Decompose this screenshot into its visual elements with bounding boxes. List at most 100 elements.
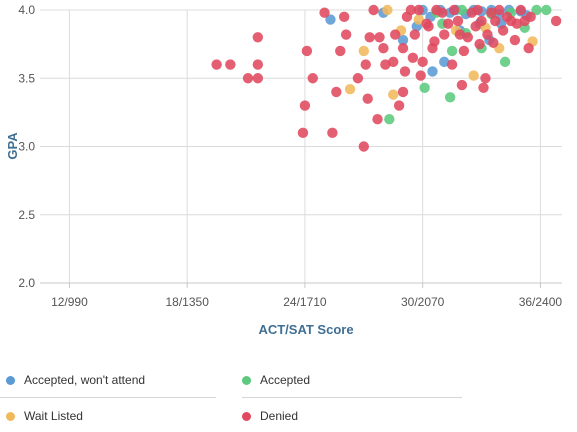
point-denied[interactable] (319, 7, 330, 18)
point-wait-listed[interactable] (358, 45, 369, 57)
legend-item-accepted-wont-attend[interactable]: Accepted, won't attend (6, 373, 145, 387)
point-accepted[interactable] (499, 56, 511, 68)
x-tick-label: 30/2070 (401, 295, 445, 309)
point-denied[interactable] (397, 43, 409, 54)
legend-swatch (6, 375, 15, 385)
point-denied[interactable] (378, 43, 389, 54)
point-denied[interactable] (399, 66, 411, 77)
point-wait-listed[interactable] (382, 4, 393, 16)
point-accepted[interactable] (446, 45, 458, 57)
point-denied[interactable] (417, 56, 428, 68)
point-accepted[interactable] (456, 4, 468, 16)
point-denied[interactable] (523, 43, 534, 54)
point-denied[interactable] (482, 29, 493, 40)
point-denied[interactable] (486, 7, 497, 18)
point-denied[interactable] (340, 29, 352, 40)
point-denied[interactable] (478, 82, 489, 94)
point-denied[interactable] (335, 45, 346, 57)
point-denied[interactable] (374, 32, 385, 43)
point-denied[interactable] (299, 100, 311, 111)
axes: 2.0 2.5 3.0 3.5 4.0 12/990 18/1350 24/1710 30/20… (18, 3, 562, 309)
legend-item-accepted[interactable]: Accepted (242, 373, 310, 387)
point-denied[interactable] (307, 73, 318, 84)
point-denied[interactable] (372, 114, 383, 125)
point-denied[interactable] (331, 86, 342, 98)
point-denied[interactable] (446, 59, 458, 70)
point-denied[interactable] (480, 73, 491, 84)
point-denied[interactable] (442, 18, 454, 29)
point-denied[interactable] (407, 52, 419, 63)
legend-divider (0, 397, 216, 398)
point-accepted[interactable] (444, 92, 456, 103)
point-accepted-won-t-attend[interactable] (397, 34, 409, 46)
point-denied[interactable] (393, 100, 405, 111)
point-denied[interactable] (242, 73, 254, 84)
point-denied[interactable] (488, 37, 499, 48)
point-denied[interactable] (423, 21, 434, 32)
point-denied[interactable] (211, 59, 222, 70)
point-denied[interactable] (490, 15, 501, 27)
point-denied[interactable] (297, 127, 309, 139)
point-denied[interactable] (511, 18, 523, 29)
point-accepted[interactable] (541, 4, 552, 16)
legend-divider (242, 397, 462, 398)
scatter-chart: 2.0 2.5 3.0 3.5 4.0 12/990 18/1350 24/1710 30/20… (5, 3, 562, 337)
point-denied[interactable] (458, 45, 470, 57)
point-denied[interactable] (388, 56, 399, 68)
point-denied[interactable] (448, 4, 460, 16)
point-accepted[interactable] (531, 4, 542, 16)
grid (40, 9, 562, 284)
point-denied[interactable] (429, 36, 440, 47)
point-denied[interactable] (437, 7, 448, 18)
point-denied[interactable] (525, 11, 536, 23)
legend: Accepted, won't attend Accepted Wait Lis… (0, 344, 577, 432)
x-tick-label: 36/2400 (519, 295, 563, 309)
point-denied[interactable] (462, 32, 474, 43)
point-denied[interactable] (415, 70, 426, 81)
point-wait-listed[interactable] (388, 89, 399, 100)
point-wait-listed[interactable] (413, 14, 424, 25)
point-denied[interactable] (439, 29, 450, 40)
point-accepted[interactable] (419, 82, 430, 94)
point-denied[interactable] (409, 29, 421, 40)
point-denied[interactable] (327, 127, 338, 139)
point-denied[interactable] (252, 73, 264, 84)
legend-item-denied[interactable]: Denied (242, 409, 298, 423)
point-wait-listed[interactable] (344, 83, 356, 95)
point-denied[interactable] (225, 59, 236, 70)
point-denied[interactable] (476, 15, 487, 27)
point-accepted[interactable] (384, 114, 395, 125)
legend-item-wait-listed[interactable]: Wait Listed (6, 409, 83, 423)
point-denied[interactable] (494, 4, 505, 16)
point-wait-listed[interactable] (468, 70, 479, 81)
point-denied[interactable] (405, 4, 417, 16)
point-denied[interactable] (362, 93, 373, 104)
point-denied[interactable] (252, 32, 264, 43)
point-denied[interactable] (452, 15, 464, 27)
point-denied[interactable] (515, 4, 526, 16)
point-denied[interactable] (380, 59, 391, 70)
point-denied[interactable] (497, 25, 509, 36)
point-accepted-won-t-attend[interactable] (325, 14, 336, 25)
point-denied[interactable] (360, 59, 371, 70)
point-denied[interactable] (509, 34, 521, 46)
point-denied[interactable] (364, 32, 375, 43)
legend-label: Accepted (260, 373, 311, 387)
point-accepted-won-t-attend[interactable] (439, 56, 450, 68)
point-denied[interactable] (301, 45, 313, 57)
point-denied[interactable] (252, 59, 264, 70)
point-denied[interactable] (358, 141, 369, 152)
point-denied[interactable] (550, 15, 562, 27)
point-denied[interactable] (474, 38, 485, 50)
point-denied[interactable] (413, 4, 424, 16)
point-denied[interactable] (397, 86, 409, 98)
point-denied[interactable] (389, 29, 401, 40)
y-tick-label: 3.5 (18, 71, 35, 85)
point-denied[interactable] (338, 11, 350, 23)
point-accepted-won-t-attend[interactable] (427, 66, 438, 77)
point-denied[interactable] (368, 4, 379, 16)
point-denied[interactable] (454, 29, 466, 40)
point-denied[interactable] (456, 79, 468, 91)
point-denied[interactable] (472, 4, 483, 16)
point-denied[interactable] (352, 73, 364, 84)
